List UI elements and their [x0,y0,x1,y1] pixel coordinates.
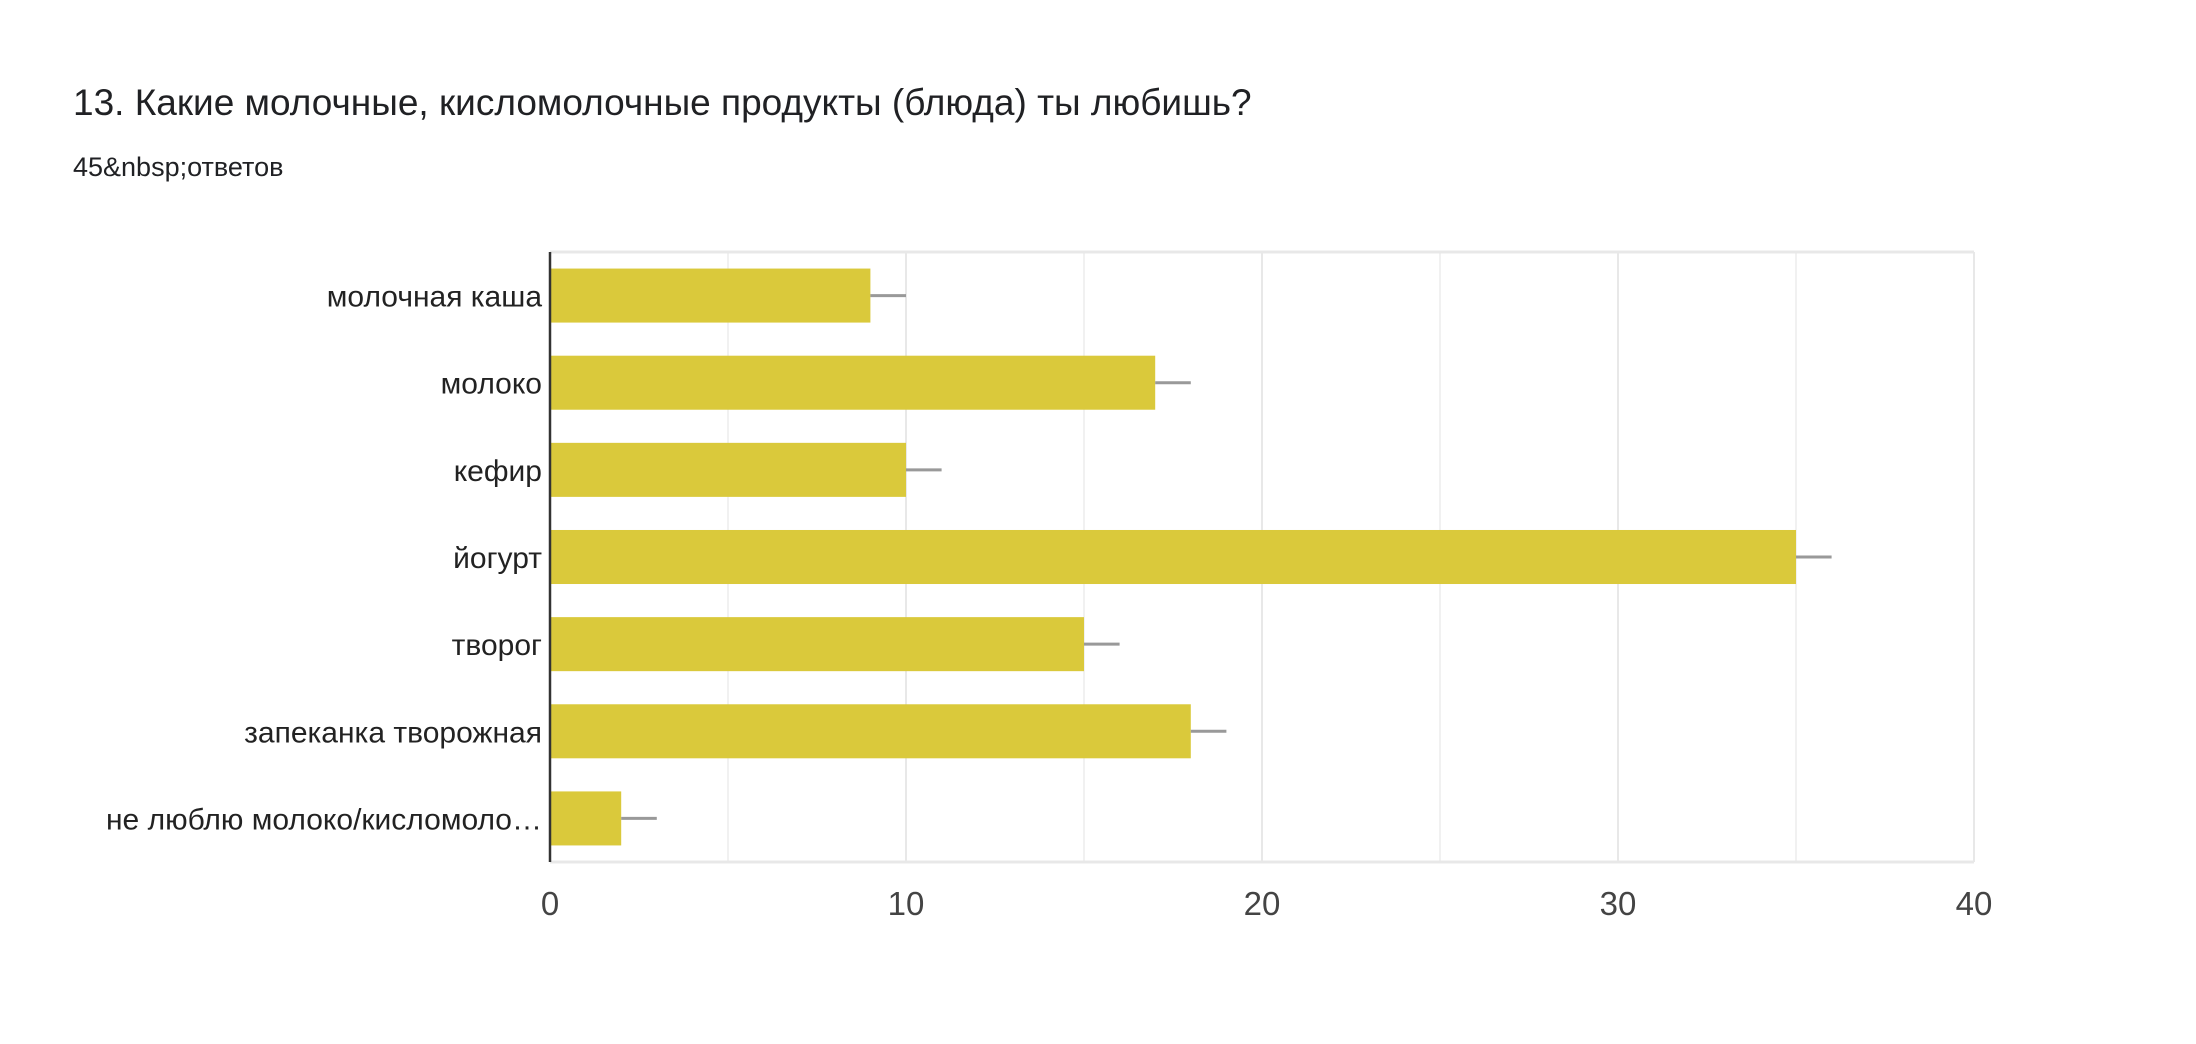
x-tick-label: 20 [1244,885,1281,922]
bar [550,355,1156,410]
category-label: запеканка творожная [244,716,542,749]
category-label: йогурт [453,542,542,575]
bar [550,268,871,323]
category-label: молоко [441,368,542,401]
x-tick-label: 40 [1956,885,1993,922]
category-label: не люблю молоко/кисломоло… [106,803,542,836]
response-count: 45&nbsp;ответов [73,152,284,182]
bar [550,529,1796,585]
category-label: кефир [454,455,542,488]
bar [550,617,1084,672]
x-tick-label: 30 [1600,885,1637,922]
question-title: 13. Какие молочные, кисломолочные продук… [73,82,1252,123]
category-label: творог [452,629,542,662]
x-tick-label: 0 [541,885,559,922]
bar [550,442,906,497]
category-label: молочная каша [327,281,543,314]
x-tick-label: 10 [888,885,925,922]
bar [550,791,622,846]
bar [550,704,1191,759]
